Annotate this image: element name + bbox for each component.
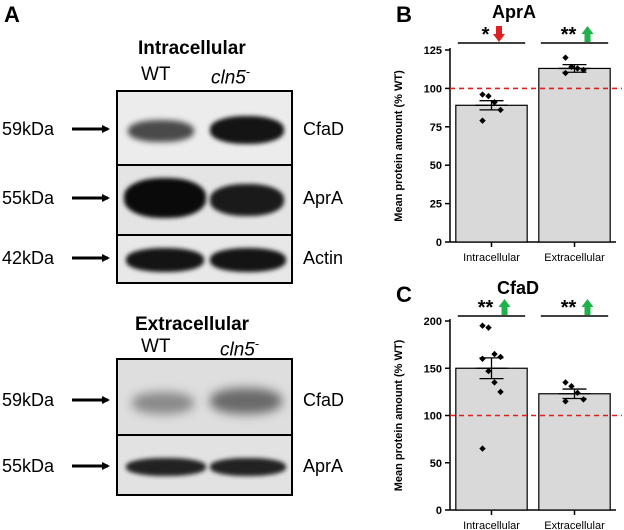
- apra-bar-1: [538, 67, 611, 243]
- intracellular-title: Intracellular: [138, 38, 246, 59]
- panel-label-a: A: [4, 2, 20, 27]
- cfad-sig-stars-1: **: [561, 297, 577, 319]
- intra-cfad-strip: [116, 90, 293, 166]
- apra-sig-arrow-down-icon-0: [493, 26, 505, 42]
- cfad-point-1-3: [580, 396, 587, 403]
- cfad-point-1-2: [574, 389, 581, 397]
- cfad-sig-stars-0: **: [478, 297, 494, 319]
- apra-point-0-1: [485, 92, 492, 100]
- extra-apra-mutant-band: [210, 458, 286, 476]
- panel-label-b: B: [396, 2, 412, 27]
- cfad-point-0-5: [485, 367, 492, 375]
- chart-apra: AprA Mean protein amount (% WT) 0 25 50 75 100…: [393, 2, 622, 264]
- apra-point-0-4: [479, 117, 486, 124]
- cfad-point-0-3: [497, 353, 504, 361]
- extra-lane-mutant-sup: -: [254, 336, 260, 351]
- intra-actin-strip: [116, 234, 293, 284]
- apra-sig-stars-0: *: [482, 24, 490, 46]
- extra-lane-mutant-name: cln5: [220, 339, 255, 361]
- extra-lane-mutant: cln5-: [220, 336, 259, 361]
- apra-ytick-label-4: 100: [424, 83, 442, 95]
- apra-point-0-0: [479, 91, 486, 98]
- apra-ytick-label-3: 75: [430, 122, 442, 134]
- apra-point-0-3: [497, 106, 504, 114]
- cfad-ytick-label-0: 0: [436, 505, 442, 517]
- apra-ytick-label-2: 50: [430, 160, 442, 172]
- cfad-bar-0: [455, 367, 528, 511]
- cfad-point-0-6: [491, 379, 498, 386]
- apra-xtick-label-1: Extracellular: [544, 252, 605, 264]
- apra-point-1-0: [562, 54, 569, 61]
- cfad-title: CfaD: [497, 278, 539, 298]
- extra-apra-wt-band: [126, 458, 206, 476]
- cfad-bar-1: [538, 393, 611, 511]
- intra-lane-mutant-name: cln5: [211, 67, 246, 89]
- chart-cfad: CfaD Mean protein amount (% WT) 0 50 100 150 2…: [393, 278, 622, 530]
- intra-marker-55: 55kDa: [2, 188, 55, 208]
- cfad-xtick-label-0: Intracellular: [463, 520, 520, 530]
- extra-cfad-wt-band: [132, 392, 194, 414]
- intra-apra-mutant-band: [210, 184, 284, 216]
- cfad-point-0-1: [485, 324, 492, 331]
- apra-point-1-4: [562, 69, 569, 77]
- intra-cfad-mutant-band: [210, 116, 284, 144]
- intra-protein-apra: AprA: [303, 188, 344, 208]
- extra-cfad-strip: [116, 358, 293, 436]
- extra-apra-strip: [116, 434, 293, 496]
- cfad-point-0-4: [479, 355, 486, 362]
- apra-title: AprA: [492, 2, 536, 22]
- cfad-sig-arrow-up-icon-0: [498, 299, 511, 315]
- intra-actin-wt-band: [126, 248, 204, 272]
- extra-marker-55: 55kDa: [2, 456, 55, 476]
- extra-cfad-mutant-band: [210, 388, 282, 414]
- intra-actin-mutant-band: [210, 248, 286, 272]
- apra-point-1-1: [568, 63, 575, 71]
- cfad-ytick-label-4: 200: [424, 316, 442, 328]
- apra-ytick-label-1: 25: [430, 199, 442, 211]
- apra-point-1-2: [574, 65, 581, 72]
- apra-point-0-2: [491, 99, 498, 106]
- cfad-xtick-label-1: Extracellular: [544, 520, 605, 530]
- intra-marker-59: 59kDa: [2, 119, 55, 139]
- apra-point-1-3: [580, 66, 587, 74]
- intra-marker-42: 42kDa: [2, 248, 55, 268]
- cfad-point-1-0: [562, 379, 569, 386]
- extra-protein-cfad: CfaD: [303, 390, 345, 410]
- cfad-point-0-8: [479, 445, 486, 452]
- cfad-ytick-label-3: 150: [424, 363, 442, 375]
- cfad-point-1-4: [562, 398, 569, 405]
- apra-ytick-label-0: 0: [436, 237, 442, 249]
- intra-cfad-wt-band: [128, 120, 194, 142]
- cfad-ytick-label-1: 50: [430, 458, 442, 470]
- cfad-ytick-label-2: 100: [424, 411, 442, 423]
- extracellular-title: Extracellular: [135, 314, 250, 335]
- cfad-point-0-0: [479, 322, 486, 329]
- apra-sig-stars-1: **: [561, 24, 577, 46]
- cfad-point-0-2: [491, 350, 498, 358]
- intra-lane-wt: WT: [141, 64, 171, 85]
- apra-ytick-label-5: 125: [424, 45, 442, 57]
- intra-lane-mutant-sup: -: [245, 64, 251, 79]
- intra-protein-actin: Actin: [303, 248, 344, 268]
- extra-lane-wt: WT: [141, 336, 171, 357]
- apra-bar-0: [455, 104, 528, 243]
- apra-ylabel: Mean protein amount (% WT): [393, 70, 405, 222]
- intra-protein-cfad: CfaD: [303, 119, 345, 139]
- apra-xtick-label-0: Intracellular: [463, 252, 520, 264]
- intra-lane-mutant: cln5-: [211, 64, 250, 89]
- cfad-sig-arrow-up-icon-1: [581, 299, 594, 315]
- apra-sig-arrow-up-icon-1: [581, 26, 594, 42]
- extra-protein-apra: AprA: [303, 456, 344, 476]
- extra-marker-59: 59kDa: [2, 390, 55, 410]
- intra-apra-wt-band: [124, 178, 206, 218]
- panel-label-c: C: [396, 282, 412, 307]
- cfad-point-1-1: [568, 383, 575, 390]
- intra-apra-strip: [116, 164, 293, 236]
- cfad-ylabel: Mean protein amount (% WT): [393, 339, 405, 491]
- cfad-point-0-7: [497, 388, 504, 396]
